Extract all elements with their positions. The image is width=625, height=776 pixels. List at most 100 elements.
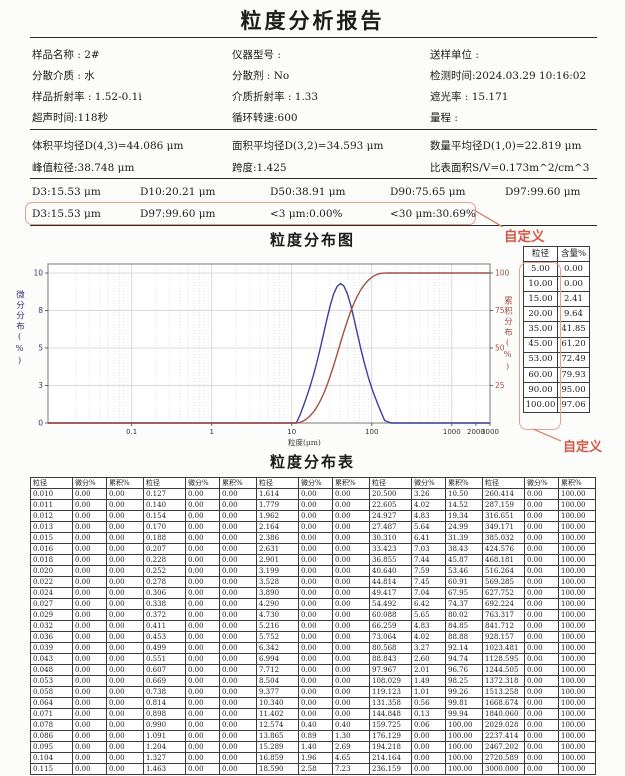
table-cell: 0.188 bbox=[143, 532, 186, 544]
table-cell: 0.453 bbox=[143, 631, 186, 643]
table-cell: 53.46 bbox=[445, 565, 483, 577]
column-header: 累积% bbox=[445, 477, 483, 489]
table-cell: 0.029 bbox=[30, 609, 73, 621]
table-cell: 0.00 bbox=[298, 488, 333, 500]
column-header: 微分% bbox=[411, 477, 446, 489]
table-cell: 5.64 bbox=[411, 521, 446, 533]
table-cell: 0.00 bbox=[332, 686, 370, 698]
table-cell: 0.00 bbox=[185, 675, 220, 687]
table-cell: 0.020 bbox=[30, 565, 73, 577]
table-cell: 0.00 bbox=[219, 730, 257, 742]
table-cell: 2.901 bbox=[256, 554, 299, 566]
table-cell: 0.00 bbox=[72, 543, 107, 555]
table-cell: 100.00 bbox=[558, 763, 596, 775]
table-cell: 0.00 bbox=[106, 598, 144, 610]
table-cell: 0.00 bbox=[185, 741, 220, 753]
table-cell: 0.022 bbox=[30, 576, 73, 588]
averages-grid: 体积平均径D(4,3)=44.086 μm 面积平均径D(3,2)=34.593 … bbox=[32, 134, 599, 178]
table-cell: 0.00 bbox=[524, 719, 559, 731]
table-cell: 0.00 bbox=[106, 763, 144, 775]
table-cell: 0.00 bbox=[106, 719, 144, 731]
table-row: 100.00 97.06 bbox=[523, 396, 590, 414]
table-cell: 100.00 bbox=[558, 576, 596, 588]
table-cell: 100.00 bbox=[558, 697, 596, 709]
table-cell: 0.00 bbox=[185, 752, 220, 764]
d-value: D90:75.65 μm bbox=[390, 186, 466, 198]
table-cell: 0.00 bbox=[524, 499, 559, 511]
table-cell: 0.064 bbox=[30, 697, 73, 709]
table-row: 0.104 0.00 0.00 1.327 0.00 0.00 16.859 1.96 4.65… bbox=[30, 752, 596, 764]
table-cell: 61.20 bbox=[557, 336, 590, 353]
column-header: 粒径 bbox=[482, 477, 525, 489]
d-value: D97:99.60 μm bbox=[505, 186, 581, 198]
table-cell: 0.00 bbox=[185, 620, 220, 632]
table-cell: 0.00 bbox=[106, 521, 144, 533]
table-cell: 0.00 bbox=[298, 620, 333, 632]
table-cell: 692.224 bbox=[482, 598, 525, 610]
table-cell: 10.50 bbox=[445, 488, 483, 500]
table-cell: 0.00 bbox=[185, 532, 220, 544]
table-cell: 0.00 bbox=[524, 708, 559, 720]
table-cell: 0.00 bbox=[106, 730, 144, 742]
table-cell: 0.00 bbox=[106, 664, 144, 676]
table-cell: 100.00 bbox=[558, 499, 596, 511]
table-cell: 0.00 bbox=[332, 653, 370, 665]
table-cell: 0.607 bbox=[143, 664, 186, 676]
custom-annotation-label: 自定义 bbox=[563, 440, 603, 455]
svg-text:1000: 1000 bbox=[443, 428, 461, 436]
table-cell: 95.00 bbox=[557, 381, 590, 398]
table-row: 0.043 0.00 0.00 0.551 0.00 0.00 6.994 0.00 0.00 8… bbox=[30, 653, 596, 665]
table-cell: 0.086 bbox=[30, 730, 73, 742]
table-cell: 96.76 bbox=[445, 664, 483, 676]
table-cell: 0.00 bbox=[219, 576, 257, 588]
table-cell: 0.252 bbox=[143, 565, 186, 577]
table-cell: 0.00 bbox=[185, 609, 220, 621]
table-row: 53.00 72.49 bbox=[523, 351, 590, 368]
table-cell: 0.053 bbox=[30, 675, 73, 687]
table-cell: 0.00 bbox=[185, 499, 220, 511]
table-cell: 0.00 bbox=[332, 664, 370, 676]
sample-info-field: 介质折射率 : 1.33 bbox=[232, 91, 319, 103]
table-cell: 97.06 bbox=[557, 396, 590, 414]
table-cell: 2.631 bbox=[256, 543, 299, 555]
table-cell: 0.00 bbox=[185, 598, 220, 610]
table-cell: 0.027 bbox=[30, 598, 73, 610]
divider bbox=[30, 178, 597, 179]
distribution-table: 粒径 微分% 累积% 粒径 微分% 累积% 粒径 微分% 累积% 粒径 微分% 累积% 粒径 微分% 累积%… bbox=[30, 477, 596, 775]
table-cell: 5.65 bbox=[411, 609, 446, 621]
table-cell: 0.00 bbox=[106, 554, 144, 566]
table-cell: 100.00 bbox=[558, 675, 596, 687]
table-cell: 0.00 bbox=[219, 752, 257, 764]
table-cell: 1.614 bbox=[256, 488, 299, 500]
table-cell: 0.00 bbox=[332, 488, 370, 500]
table-cell: 98.25 bbox=[445, 675, 483, 687]
table-row: 90.00 95.00 bbox=[523, 381, 590, 398]
table-cell: 0.00 bbox=[185, 730, 220, 742]
sample-info-field: 遮光率 : 15.171 bbox=[430, 91, 509, 103]
table-cell: 6.342 bbox=[256, 642, 299, 654]
table-cell: 0.039 bbox=[30, 642, 73, 654]
table-cell: 0.071 bbox=[30, 708, 73, 720]
table-cell: 0.00 bbox=[332, 543, 370, 555]
table-cell: 10.00 bbox=[523, 276, 558, 293]
svg-text:3: 3 bbox=[38, 381, 43, 390]
table-cell: 0.00 bbox=[72, 631, 107, 643]
table-cell: 6.994 bbox=[256, 653, 299, 665]
custom-values-row: D3:15.53 μm D97:99.60 μm <3 μm:0.00% <30 μm… bbox=[32, 206, 599, 222]
table-cell: 1.49 bbox=[411, 675, 446, 687]
table-cell: 0.00 bbox=[72, 587, 107, 599]
table-cell: 0.00 bbox=[106, 620, 144, 632]
table-cell: 0.738 bbox=[143, 686, 186, 698]
table-row: 0.015 0.00 0.00 0.188 0.00 0.00 2.386 0.00 0.00 3… bbox=[30, 532, 596, 544]
table-cell: 0.00 bbox=[219, 642, 257, 654]
table-cell: 4.290 bbox=[256, 598, 299, 610]
column-header: 粒径 bbox=[30, 477, 73, 489]
svg-text:0: 0 bbox=[38, 419, 43, 428]
column-header: 累积% bbox=[106, 477, 144, 489]
table-cell: 88.843 bbox=[369, 653, 412, 665]
table-cell: 0.372 bbox=[143, 609, 186, 621]
table-cell: 100.00 bbox=[558, 543, 596, 555]
table-cell: 0.00 bbox=[219, 697, 257, 709]
average-value-field: 跨度:1.425 bbox=[232, 161, 287, 174]
